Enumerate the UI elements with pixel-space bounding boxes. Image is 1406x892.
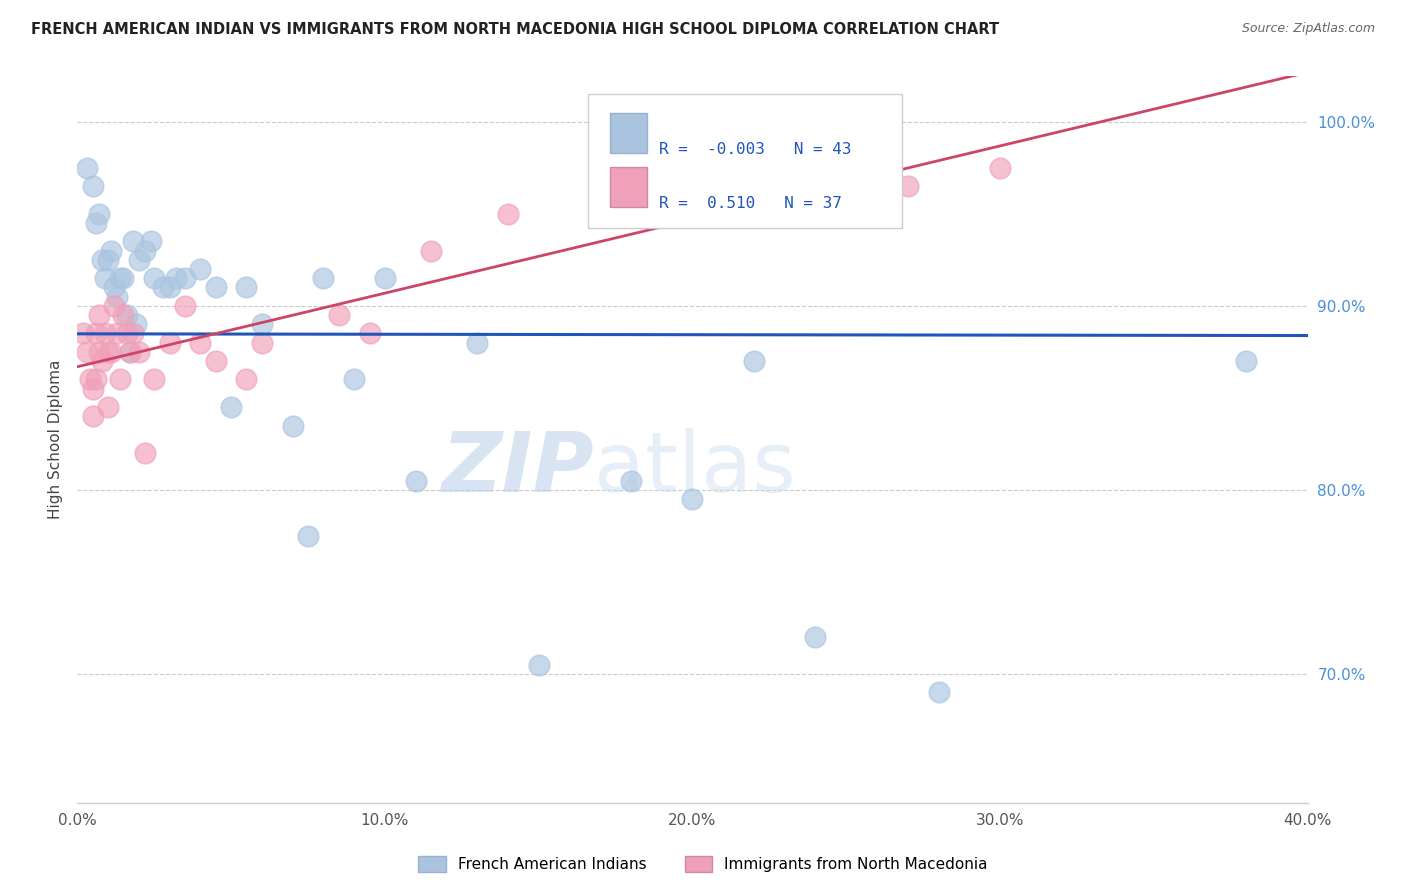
- Point: [405, 474, 427, 488]
- Point: [174, 299, 197, 313]
- Point: [928, 685, 950, 699]
- Point: [188, 262, 212, 277]
- Point: [118, 344, 141, 359]
- FancyBboxPatch shape: [610, 113, 647, 153]
- Point: [103, 299, 125, 313]
- Point: [97, 344, 120, 359]
- Point: [125, 318, 148, 332]
- Point: [110, 271, 132, 285]
- Point: [250, 335, 273, 350]
- Y-axis label: High School Diploma: High School Diploma: [48, 359, 63, 519]
- Point: [84, 216, 107, 230]
- Point: [235, 372, 257, 386]
- Point: [312, 271, 335, 285]
- Point: [76, 161, 98, 175]
- Point: [219, 400, 242, 414]
- Point: [605, 169, 627, 184]
- Point: [112, 308, 135, 322]
- Point: [90, 354, 114, 368]
- Point: [1234, 354, 1257, 368]
- Point: [527, 657, 550, 672]
- Point: [141, 235, 163, 249]
- Point: [143, 271, 166, 285]
- Point: [76, 344, 98, 359]
- FancyBboxPatch shape: [610, 167, 647, 207]
- Point: [84, 326, 107, 341]
- Point: [82, 382, 104, 396]
- Point: [804, 630, 827, 644]
- Legend: French American Indians, Immigrants from North Macedonia: French American Indians, Immigrants from…: [411, 848, 995, 880]
- Point: [94, 326, 117, 341]
- Point: [103, 280, 125, 294]
- Point: [143, 372, 166, 386]
- Point: [496, 207, 519, 221]
- Point: [121, 235, 143, 249]
- Point: [134, 244, 156, 258]
- Point: [235, 280, 257, 294]
- FancyBboxPatch shape: [588, 94, 901, 228]
- Point: [87, 207, 110, 221]
- Point: [128, 344, 150, 359]
- Text: ZIP: ZIP: [441, 428, 595, 509]
- Point: [359, 326, 381, 341]
- Point: [988, 161, 1011, 175]
- Text: atlas: atlas: [595, 428, 796, 509]
- Point: [897, 179, 920, 194]
- Point: [128, 252, 150, 267]
- Point: [620, 474, 643, 488]
- Point: [84, 372, 107, 386]
- Text: FRENCH AMERICAN INDIAN VS IMMIGRANTS FROM NORTH MACEDONIA HIGH SCHOOL DIPLOMA CO: FRENCH AMERICAN INDIAN VS IMMIGRANTS FRO…: [31, 22, 1000, 37]
- Point: [682, 492, 704, 507]
- Point: [152, 280, 174, 294]
- Point: [465, 335, 488, 350]
- Point: [112, 271, 135, 285]
- Point: [134, 446, 156, 460]
- Point: [79, 372, 101, 386]
- Point: [72, 326, 94, 341]
- Point: [105, 326, 128, 341]
- Point: [297, 529, 319, 543]
- Point: [328, 308, 350, 322]
- Point: [250, 318, 273, 332]
- Point: [94, 271, 117, 285]
- Point: [97, 252, 120, 267]
- Point: [742, 354, 765, 368]
- Point: [115, 326, 138, 341]
- Text: Source: ZipAtlas.com: Source: ZipAtlas.com: [1241, 22, 1375, 36]
- Point: [159, 280, 181, 294]
- Point: [100, 344, 122, 359]
- Point: [82, 179, 104, 194]
- Point: [100, 244, 122, 258]
- Point: [90, 252, 114, 267]
- Point: [343, 372, 366, 386]
- Point: [115, 308, 138, 322]
- Point: [174, 271, 197, 285]
- Point: [420, 244, 443, 258]
- Point: [281, 418, 304, 433]
- Point: [105, 290, 128, 304]
- Point: [159, 335, 181, 350]
- Point: [204, 354, 226, 368]
- Text: R =  0.510   N = 37: R = 0.510 N = 37: [659, 196, 842, 211]
- Point: [165, 271, 187, 285]
- Point: [121, 326, 143, 341]
- Text: R =  -0.003   N = 43: R = -0.003 N = 43: [659, 143, 852, 157]
- Point: [110, 372, 132, 386]
- Point: [118, 344, 141, 359]
- Point: [374, 271, 396, 285]
- Point: [97, 400, 120, 414]
- Point: [87, 308, 110, 322]
- Point: [87, 344, 110, 359]
- Point: [82, 409, 104, 424]
- Point: [188, 335, 212, 350]
- Point: [204, 280, 226, 294]
